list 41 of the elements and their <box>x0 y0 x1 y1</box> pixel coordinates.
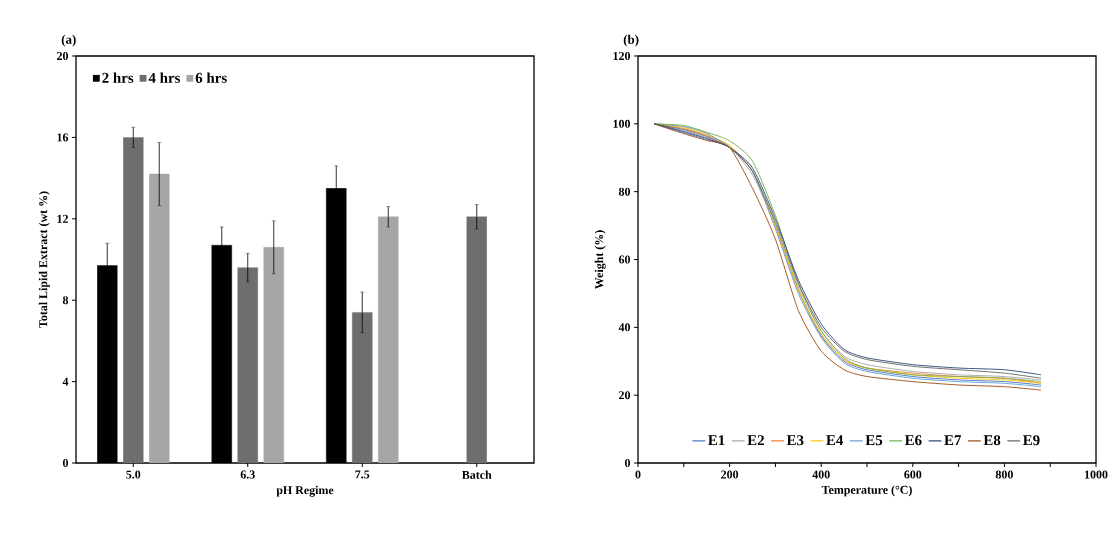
y-tick-label: 20 <box>619 391 631 400</box>
legend-label: E7 <box>944 435 962 446</box>
y-tick-label: 8 <box>62 296 69 305</box>
y-axis-title: Weight (%) <box>594 230 606 290</box>
y-tick-label: 80 <box>618 187 631 196</box>
y-tick-label: 4 <box>62 377 69 386</box>
x-tick-label: 600 <box>904 470 922 479</box>
x-axis-title: pH Regime <box>276 485 334 497</box>
x-tick-label: 6.3 <box>240 470 255 479</box>
x-axis-title: Temperature (°C) <box>821 485 912 497</box>
chart-title: (b) <box>623 34 639 47</box>
y-axis-title: Total Lipid Extract (wt %) <box>38 191 50 328</box>
x-tick-label: 800 <box>995 470 1013 479</box>
x-tick-label: 200 <box>721 470 739 479</box>
legend-label: E1 <box>708 435 725 446</box>
legend-label: 4 hrs <box>148 72 181 83</box>
chart-title: (a) <box>61 34 76 47</box>
y-tick-label: 120 <box>613 51 631 61</box>
legend-label: E6 <box>904 435 922 446</box>
y-tick-label: 12 <box>57 214 68 223</box>
x-tick-label: 5.0 <box>126 470 141 479</box>
legend-label: E4 <box>826 435 844 446</box>
y-tick-label: 40 <box>618 323 631 332</box>
legend-label: E2 <box>747 435 764 446</box>
legend-label: E5 <box>865 435 883 446</box>
y-tick-label: 0 <box>62 458 69 468</box>
legend-label: E8 <box>983 435 1001 446</box>
legend-label: E9 <box>1022 435 1040 446</box>
x-tick-label: 400 <box>812 470 830 479</box>
legend-label: E3 <box>786 435 804 446</box>
y-tick-label: 16 <box>57 133 69 142</box>
y-tick-label: 60 <box>618 255 631 264</box>
y-tick-label: 0 <box>624 458 631 468</box>
y-tick-label: 20 <box>57 51 69 61</box>
x-tick-label: 1000 <box>1085 470 1108 479</box>
y-tick-label: 100 <box>613 119 631 128</box>
x-tick-label: 0 <box>635 470 641 479</box>
x-tick-label: 7.5 <box>355 470 370 479</box>
x-tick-label: Batch <box>462 470 492 479</box>
legend-label: 2 hrs <box>102 72 134 83</box>
legend-label: 6 hrs <box>195 72 227 83</box>
